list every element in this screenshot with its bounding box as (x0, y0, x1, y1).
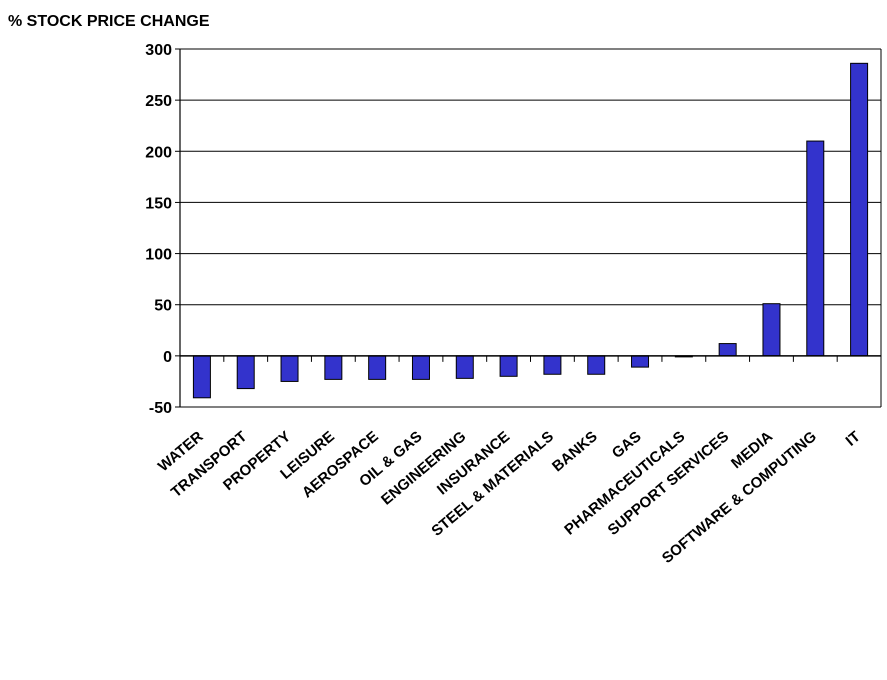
bar (543, 355, 562, 375)
y-tick-label: 150 (145, 195, 172, 212)
y-tick-label: 0 (163, 349, 172, 366)
bar (631, 355, 650, 368)
x-tick-label: TRANSPORT (168, 428, 250, 501)
y-tick-label: 100 (145, 247, 172, 264)
y-tick-labels: 300 250 200 150 100 50 0 -50 (145, 42, 172, 417)
bar (324, 355, 343, 380)
y-tick-label: -50 (149, 400, 172, 417)
x-tick-label: GAS (609, 428, 645, 462)
y-tick-label: 50 (154, 298, 172, 315)
bar (499, 355, 518, 377)
bar (368, 355, 387, 380)
x-tick-label: IT (843, 428, 864, 450)
bar (587, 355, 606, 375)
bars (192, 62, 869, 399)
x-tick-labels: WATERTRANSPORTPROPERTYLEISUREAEROSPACEOI… (155, 428, 864, 567)
bar (806, 140, 825, 357)
bar (411, 355, 430, 380)
bar (850, 62, 869, 357)
axes (175, 48, 882, 408)
bar (455, 355, 474, 379)
y-axis-title: % STOCK PRICE CHANGE (8, 13, 210, 30)
bar (762, 303, 781, 357)
bar (718, 343, 737, 357)
y-tick-label: 200 (145, 144, 172, 161)
x-tick-label: BANKS (549, 428, 601, 475)
y-tick-label: 300 (145, 42, 172, 59)
bar (192, 355, 211, 399)
x-tick-label: AEROSPACE (299, 428, 382, 501)
bar (280, 355, 299, 382)
y-tick-label: 250 (145, 93, 172, 110)
bar (236, 355, 255, 390)
